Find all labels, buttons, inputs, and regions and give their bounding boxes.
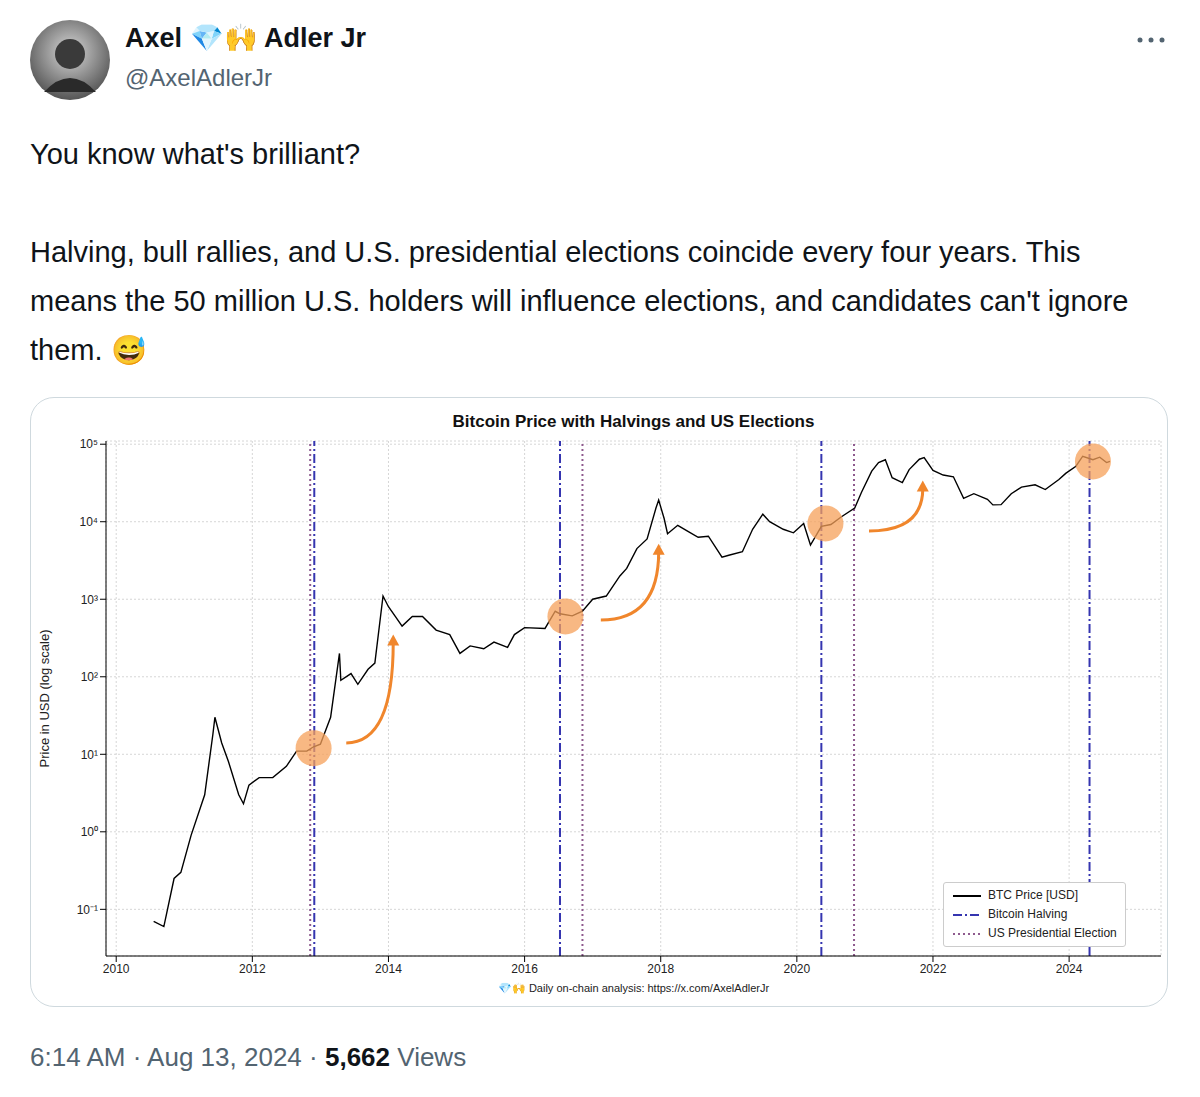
svg-text:10⁴: 10⁴ [79, 515, 98, 529]
svg-text:10¹: 10¹ [81, 748, 98, 762]
html-text:6:14 AM · Aug 13, 2024 · 5,662: 6:14 AM · Aug 13, 2024 · 5,662 Views [30, 1042, 467, 1072]
svg-text:2016: 2016 [511, 962, 538, 976]
svg-text:2022: 2022 [920, 962, 947, 976]
html-text:US Presidential Election: US Presidential Election [988, 926, 1117, 940]
html-text:BTC Price [USD]: BTC Price [USD] [988, 888, 1078, 902]
html-text:Bitcoin Price with Halvings an: Bitcoin Price with Halvings and US Elect… [452, 412, 815, 431]
svg-text:10⁻¹: 10⁻¹ [77, 903, 98, 917]
svg-text:2018: 2018 [647, 962, 674, 976]
html-text:Bitcoin Halving: Bitcoin Halving [988, 907, 1068, 921]
svg-text:2020: 2020 [784, 962, 811, 976]
html-text:You know what's brilliant?: You know what's brilliant? [30, 138, 361, 170]
html-text:@AxelAdlerJr: @AxelAdlerJr [125, 64, 273, 91]
html-text:💎🙌 Daily on-chain analysis: ht: 💎🙌 Daily on-chain analysis: https://x.co… [497, 982, 770, 994]
svg-text:Price in USD (log scale): Price in USD (log scale) [37, 630, 52, 768]
svg-text:10⁵: 10⁵ [80, 437, 98, 451]
svg-text:2012: 2012 [239, 962, 266, 976]
svg-text:10³: 10³ [81, 593, 98, 607]
html-text:Axel 💎🙌 Adler Jr: Axel 💎🙌 Adler Jr [125, 23, 367, 53]
svg-text:2014: 2014 [375, 962, 402, 976]
html-text:Halving, bull rallies, and U.S: Halving, bull rallies, and U.S. presiden… [30, 236, 1129, 366]
svg-text:10⁰: 10⁰ [81, 825, 98, 839]
svg-text:2024: 2024 [1056, 962, 1083, 976]
svg-text:2010: 2010 [103, 962, 130, 976]
svg-text:10²: 10² [81, 670, 98, 684]
